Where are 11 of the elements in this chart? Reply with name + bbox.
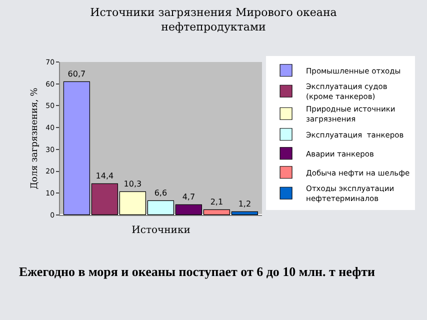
data-label: 1,2 (238, 200, 252, 209)
data-label: 2,1 (210, 198, 224, 207)
data-label: 60,7 (68, 70, 86, 79)
x-axis-title: Источники (132, 224, 191, 236)
data-label: 14,4 (96, 172, 114, 181)
data-label: 6,6 (154, 188, 168, 198)
data-label: 10,3 (124, 180, 142, 189)
chart-title: Источники загрязнения Мирового океана нефтепродуктами (90, 6, 338, 34)
text: Ежегодно в моря и океаны поступает от 6 до 10 млн. т нефти (19, 264, 376, 279)
data-label: 4,7 (182, 192, 196, 202)
y-axis-title: Доля загрязнения, % (30, 87, 40, 190)
